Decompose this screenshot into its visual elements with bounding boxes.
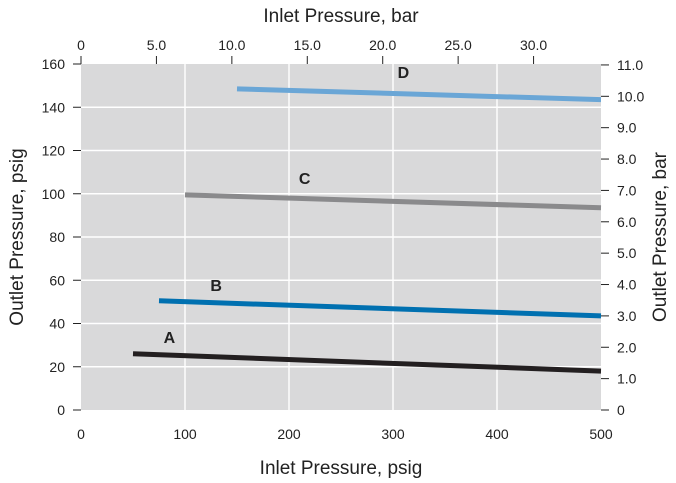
y-tick-label: 100 (42, 186, 66, 202)
right-y-tick-label: 1.0 (617, 371, 637, 387)
series-label-d: D (398, 65, 410, 82)
y-tick-label: 60 (49, 272, 65, 288)
series-label-b: B (210, 278, 222, 295)
y-tick-label: 0 (57, 402, 65, 418)
top-x-tick-label: 5.0 (147, 37, 167, 53)
top-x-tick-label: 20.0 (369, 37, 396, 53)
y-tick-label: 140 (42, 99, 66, 115)
right-y-tick-label: 7.0 (617, 182, 637, 198)
right-y-tick-label: 11.0 (617, 57, 643, 73)
series-label-c: C (299, 171, 311, 188)
right-y-axis-title: Outlet Pressure, bar (650, 151, 671, 322)
y-tick-label: 20 (49, 359, 65, 375)
series-line-b (158, 298, 602, 319)
top-x-tick-label: 10.0 (218, 37, 245, 53)
right-y-tick-label: 0 (617, 402, 625, 418)
x-tick-label: 400 (485, 426, 509, 442)
right-y-tick-label: 3.0 (617, 308, 637, 324)
y-tick-label: 80 (49, 229, 65, 245)
y-tick-label: 160 (42, 56, 66, 72)
top-x-axis-title: Inlet Pressure, bar (263, 6, 419, 27)
series-line-c (184, 192, 602, 211)
x-tick-label: 0 (77, 426, 85, 442)
series-line-a (132, 351, 602, 374)
top-x-tick-label: 15.0 (294, 37, 321, 53)
right-y-tick-label: 8.0 (617, 151, 637, 167)
x-tick-label: 500 (589, 426, 613, 442)
top-x-tick-label: 30.0 (520, 37, 547, 53)
y-tick-label: 40 (49, 316, 65, 332)
right-y-tick-label: 9.0 (617, 120, 637, 136)
right-y-tick-label: 2.0 (617, 339, 637, 355)
top-x-tick-label: 0 (77, 37, 85, 53)
top-x-tick-label: 25.0 (445, 37, 472, 53)
series-label-a: A (164, 330, 176, 347)
series-lines: A B C D (132, 65, 602, 374)
right-y-tick-label: 10.0 (617, 88, 644, 104)
right-y-tick-label: 4.0 (617, 277, 637, 293)
x-tick-label: 200 (277, 426, 301, 442)
x-tick-label: 300 (381, 426, 405, 442)
series-line-d (236, 86, 602, 103)
right-y-tick-label: 5.0 (617, 245, 637, 261)
y-tick-label: 120 (42, 143, 66, 159)
x-tick-label: 100 (173, 426, 197, 442)
x-axis-title: Inlet Pressure, psig (260, 458, 423, 479)
y-axis-title: Outlet Pressure, psig (7, 148, 28, 325)
right-y-tick-label: 6.0 (617, 214, 637, 230)
grid (81, 64, 601, 410)
